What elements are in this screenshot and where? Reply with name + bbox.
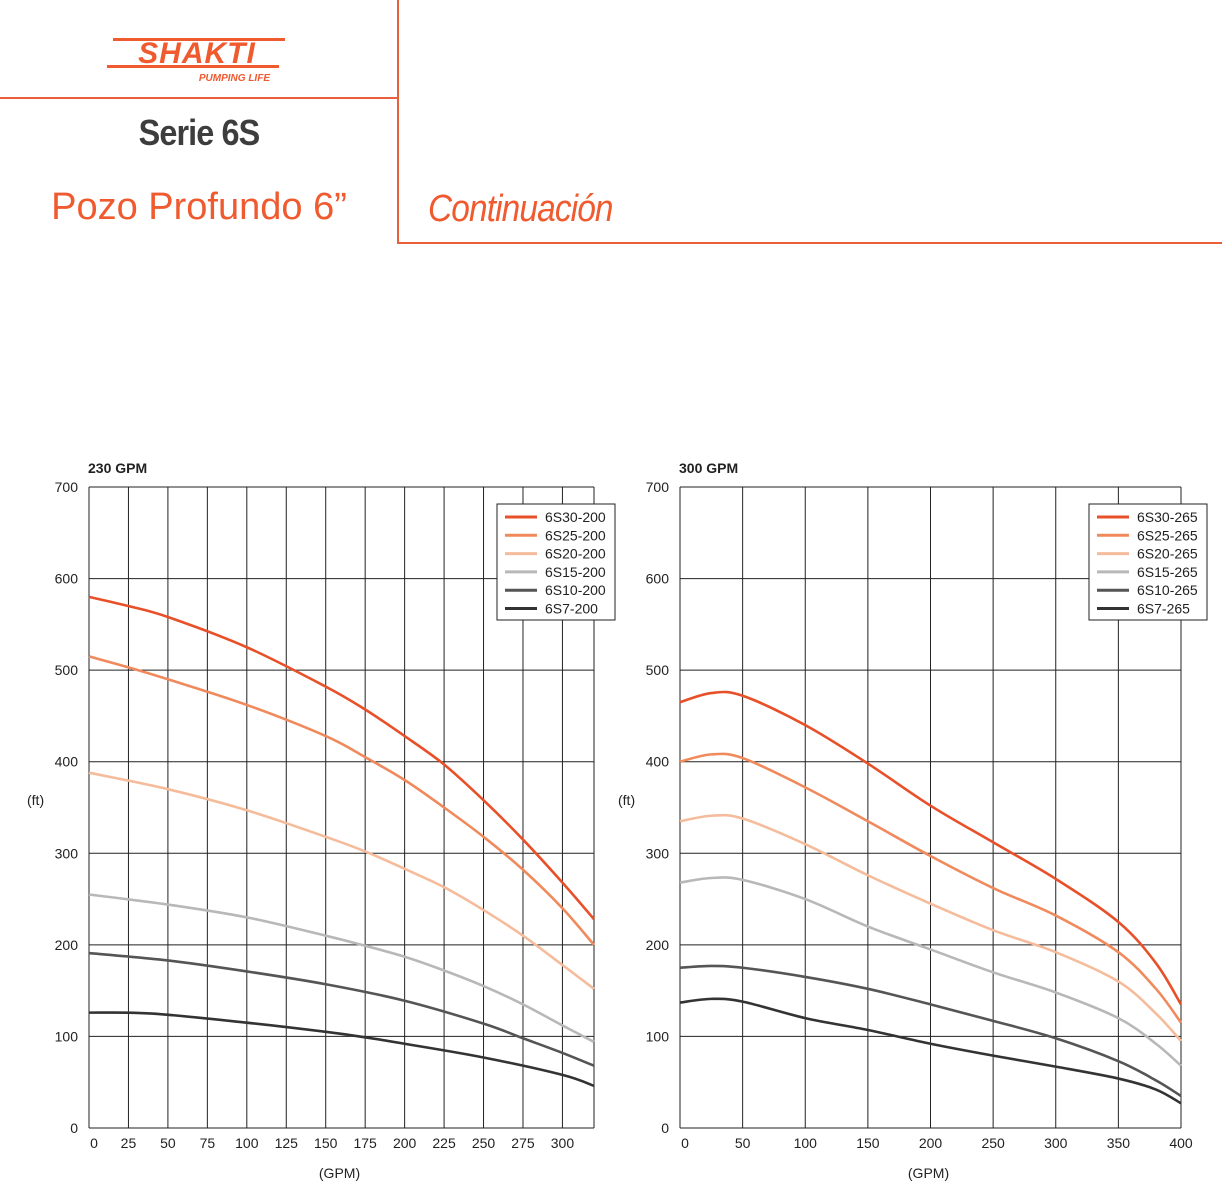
x-tick-label: 200 — [919, 1135, 943, 1151]
x-tick-label: 75 — [200, 1135, 216, 1151]
y-tick-label: 100 — [55, 1028, 79, 1044]
legend-label: 6S25-200 — [545, 527, 606, 543]
y-tick-label: 500 — [55, 662, 79, 678]
x-tick-label: 0 — [90, 1135, 98, 1151]
y-tick-label: 300 — [55, 845, 79, 861]
series-line-6S10-265 — [679, 964, 1182, 1098]
legend-label: 6S10-200 — [545, 582, 606, 598]
series-line-6S10-200 — [88, 951, 595, 1067]
series-line-6S15-265 — [679, 876, 1182, 1067]
legend-label: 6S15-200 — [545, 564, 606, 580]
x-tick-label: 150 — [856, 1135, 880, 1151]
y-tick-label: 400 — [646, 754, 670, 770]
y-axis-label: (ft) — [27, 792, 44, 808]
y-tick-label: 700 — [646, 479, 670, 495]
y-axis-label: (ft) — [618, 792, 635, 808]
series-line-6S7-265 — [679, 997, 1182, 1105]
x-tick-label: 25 — [121, 1135, 137, 1151]
svg-text:PUMPING LIFE: PUMPING LIFE — [199, 73, 270, 84]
series-line-6S20-200 — [88, 771, 595, 990]
y-tick-label: 200 — [55, 937, 79, 953]
x-tick-label: 275 — [511, 1135, 535, 1151]
x-tick-label: 0 — [681, 1135, 689, 1151]
series-line-6S25-265 — [679, 752, 1183, 1024]
svg-text:SHAKTI: SHAKTI — [138, 37, 256, 70]
x-tick-label: 100 — [235, 1135, 259, 1151]
x-tick-label: 400 — [1169, 1135, 1193, 1151]
divider — [397, 242, 1222, 244]
y-tick-label: 500 — [646, 662, 670, 678]
legend-label: 6S25-265 — [1137, 527, 1198, 543]
y-tick-label: 0 — [661, 1120, 669, 1136]
x-tick-label: 50 — [160, 1135, 176, 1151]
legend-label: 6S20-265 — [1137, 546, 1198, 562]
x-tick-label: 125 — [275, 1135, 299, 1151]
legend-label: 6S30-200 — [545, 509, 606, 525]
legend-label: 6S10-265 — [1137, 582, 1198, 598]
x-tick-label: 50 — [735, 1135, 751, 1151]
y-tick-label: 200 — [646, 937, 670, 953]
x-tick-label: 250 — [472, 1135, 496, 1151]
series-line-6S30-265 — [679, 690, 1183, 1006]
divider — [397, 0, 399, 244]
y-tick-label: 700 — [55, 479, 79, 495]
x-tick-label: 300 — [551, 1135, 575, 1151]
y-tick-label: 400 — [55, 754, 79, 770]
legend-label: 6S7-200 — [545, 601, 598, 617]
legend-label: 6S15-265 — [1137, 564, 1198, 580]
divider — [0, 97, 398, 99]
chart-title: 300 GPM — [679, 460, 738, 476]
series-line-6S7-200 — [88, 1011, 595, 1088]
legend-label: 6S20-200 — [545, 546, 606, 562]
series-line-6S20-265 — [679, 813, 1182, 1042]
chart-230gpm: 0 100 200 300 400 500 600 700 0 25 50 75 100 125 150 17… — [27, 460, 616, 1181]
x-axis-label: (GPM) — [319, 1165, 360, 1181]
x-tick-label: 200 — [393, 1135, 417, 1151]
continuation-title: Continuación — [428, 188, 614, 230]
x-tick-label: 225 — [432, 1135, 456, 1151]
y-tick-label: 300 — [646, 845, 670, 861]
series-line-6S30-200 — [88, 595, 595, 921]
shakti-logo: SHAKTI PUMPING LIFE — [107, 37, 285, 84]
y-tick-label: 600 — [646, 571, 670, 587]
x-tick-label: 300 — [1044, 1135, 1068, 1151]
x-tick-label: 100 — [794, 1135, 818, 1151]
series-line-6S15-200 — [88, 893, 595, 1044]
series-line-6S25-200 — [88, 655, 595, 946]
x-tick-label: 250 — [981, 1135, 1005, 1151]
x-tick-label: 150 — [314, 1135, 338, 1151]
legend-label: 6S30-265 — [1137, 509, 1198, 525]
legend-box — [496, 503, 616, 621]
x-axis-label: (GPM) — [908, 1165, 949, 1181]
legend-box — [1088, 503, 1208, 621]
subtitle: Pozo Profundo 6” — [51, 186, 347, 228]
legend-label: 6S7-265 — [1137, 601, 1190, 617]
chart-300gpm: 0 100 200 300 400 500 600 700 0 50 100 150 200 250 300… — [618, 460, 1208, 1181]
y-tick-label: 600 — [55, 571, 79, 587]
y-tick-label: 100 — [646, 1028, 670, 1044]
x-tick-label: 350 — [1107, 1135, 1131, 1151]
chart-title: 230 GPM — [88, 460, 147, 476]
y-tick-label: 0 — [70, 1120, 78, 1136]
series-title: Serie 6S — [138, 112, 261, 153]
x-tick-label: 175 — [353, 1135, 377, 1151]
